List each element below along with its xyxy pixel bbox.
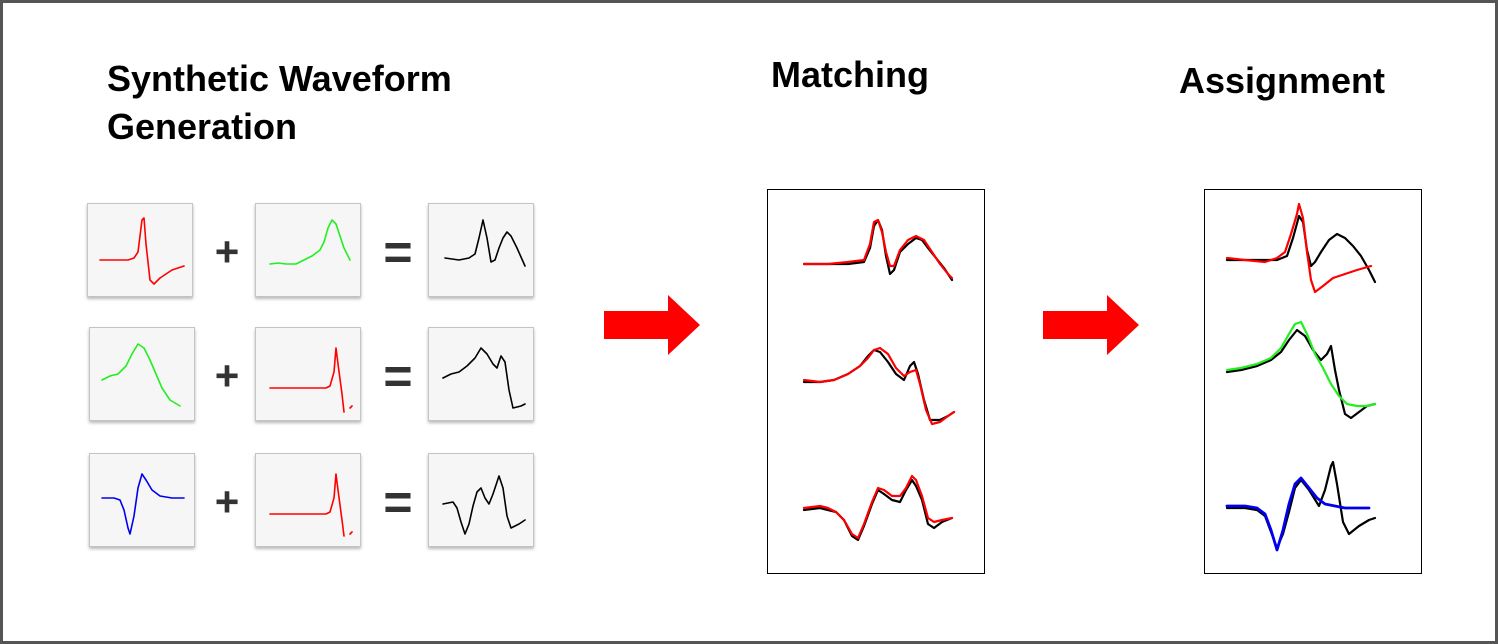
matching-trace-1 — [802, 218, 954, 282]
matching-trace-3 — [802, 474, 954, 542]
heading-synthetic-waveform-generation: Synthetic Waveform Generation — [107, 58, 452, 147]
row1-result-black-waveform — [428, 203, 534, 297]
row3-input-b-red-waveform — [255, 453, 361, 547]
arrow-to-assignment — [1043, 295, 1141, 355]
assignment-trace-2 — [1225, 320, 1377, 420]
row2-input-a-green-waveform — [89, 327, 195, 421]
equals-operator-1: = — [383, 224, 413, 280]
matching-trace-2 — [802, 346, 956, 426]
matching-panel — [767, 189, 985, 574]
row3-result-black-waveform — [428, 453, 534, 547]
equals-operator-3: = — [383, 474, 413, 530]
plus-operator-3: + — [214, 478, 240, 525]
heading-matching: Matching — [771, 54, 929, 95]
heading-assignment: Assignment — [1179, 60, 1386, 101]
row2-input-b-red-waveform — [255, 327, 361, 421]
assignment-trace-1 — [1225, 202, 1377, 294]
assignment-panel — [1204, 189, 1422, 574]
assignment-trace-3 — [1225, 460, 1377, 552]
row1-input-a-red-waveform — [87, 203, 193, 297]
row3-input-a-blue-waveform — [89, 453, 195, 547]
arrow-to-matching — [604, 295, 702, 355]
equals-operator-2: = — [383, 348, 413, 404]
plus-operator-1: + — [214, 228, 240, 275]
plus-operator-2: + — [214, 352, 240, 399]
row2-result-black-waveform — [428, 327, 534, 421]
row1-input-b-green-waveform — [255, 203, 361, 297]
